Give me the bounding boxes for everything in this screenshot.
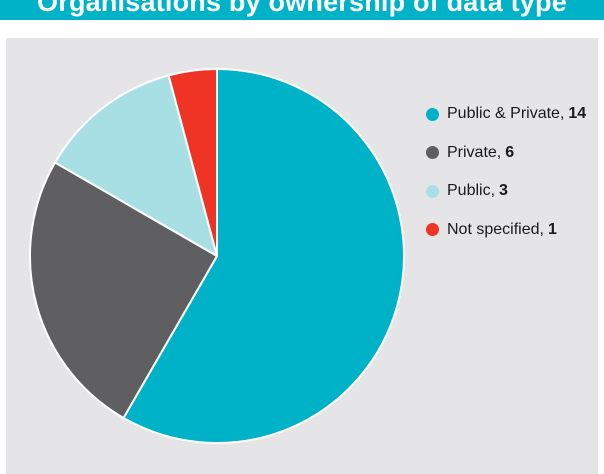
pie-chart: [29, 68, 405, 444]
chart-title: Organisations by ownership of data type: [37, 0, 567, 17]
legend-swatch-public-private: [426, 107, 439, 121]
legend-swatch-public: [426, 184, 439, 198]
legend-item-public: Public, 3: [426, 181, 586, 201]
legend-item-not-specified: Not specified, 1: [426, 220, 586, 240]
legend-item-public-private: Public & Private, 14: [426, 104, 586, 124]
chart-panel: Public & Private, 14 Private, 6 Public, …: [6, 38, 598, 474]
legend-label: Public: [447, 182, 491, 199]
legend-swatch-not-specified: [426, 223, 439, 236]
pie-slice-private: [29, 161, 218, 419]
pie-slice-not-specified: [167, 68, 218, 257]
pie-slice-public: [54, 74, 218, 257]
legend-item-private: Private, 6: [426, 143, 586, 163]
legend-label: Not specified: [447, 220, 540, 238]
legend-swatch-private: [426, 146, 439, 159]
legend-label: Public & Private: [447, 105, 560, 122]
legend-value: 1: [547, 220, 557, 238]
legend-label: Private: [447, 143, 497, 161]
header-banner: Organisations by ownership of data type: [0, 0, 604, 20]
legend-value: 14: [568, 105, 587, 122]
legend-value: 6: [505, 143, 515, 161]
legend: Public & Private, 14 Private, 6 Public, …: [426, 104, 586, 258]
pie-slice-public-private: [122, 68, 405, 444]
legend-value: 3: [499, 182, 508, 199]
